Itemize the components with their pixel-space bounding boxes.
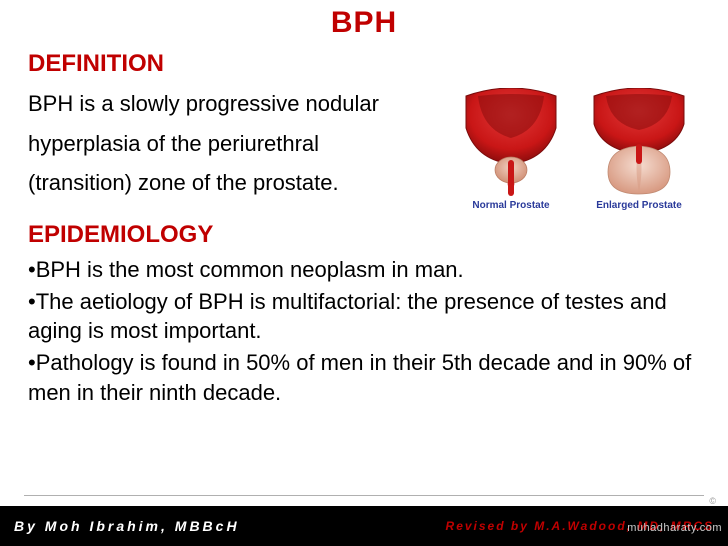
definition-line3: (transition) zone of the prostate. — [28, 163, 456, 203]
figure-normal: Normal Prostate — [456, 88, 566, 211]
definition-line2: hyperplasia of the periurethral — [28, 124, 456, 164]
definition-area: BPH is a slowly progressive nodular hype… — [28, 84, 700, 211]
divider-line — [24, 495, 704, 496]
prostate-figure: Normal Prostate — [456, 84, 700, 211]
definition-line1: BPH is a slowly progressive nodular — [28, 84, 456, 124]
bullet-3: •Pathology is found in 50% of men in the… — [28, 348, 700, 407]
watermark-text: muhadharaty.com — [627, 522, 722, 534]
figure-enlarged-caption: Enlarged Prostate — [584, 200, 694, 211]
bullet-2-text: The aetiology of BPH is multifactorial: … — [28, 289, 667, 344]
epidemiology-bullets: •BPH is the most common neoplasm in man.… — [28, 255, 700, 407]
epidemiology-heading: EPIDEMIOLOGY — [28, 221, 700, 249]
footer-author: By Moh Ibrahim, MBBcH — [14, 518, 240, 534]
bullet-2: •The aetiology of BPH is multifactorial:… — [28, 287, 700, 346]
bullet-1-text: BPH is the most common neoplasm in man. — [36, 257, 464, 282]
definition-heading: DEFINITION — [28, 50, 700, 78]
bullet-1: •BPH is the most common neoplasm in man. — [28, 255, 700, 285]
bullet-3-text: Pathology is found in 50% of men in thei… — [28, 350, 691, 405]
definition-text: BPH is a slowly progressive nodular hype… — [28, 84, 456, 203]
enlarged-prostate-icon — [584, 88, 694, 198]
figure-normal-caption: Normal Prostate — [456, 200, 566, 211]
slide-title: BPH — [28, 6, 700, 40]
normal-prostate-icon — [456, 88, 566, 198]
figure-enlarged: Enlarged Prostate — [584, 88, 694, 211]
copyright-mark: © — [709, 496, 716, 506]
slide: BPH DEFINITION BPH is a slowly progressi… — [0, 0, 728, 546]
footer-bar: By Moh Ibrahim, MBBcH Revised by M.A.Wad… — [0, 506, 728, 546]
